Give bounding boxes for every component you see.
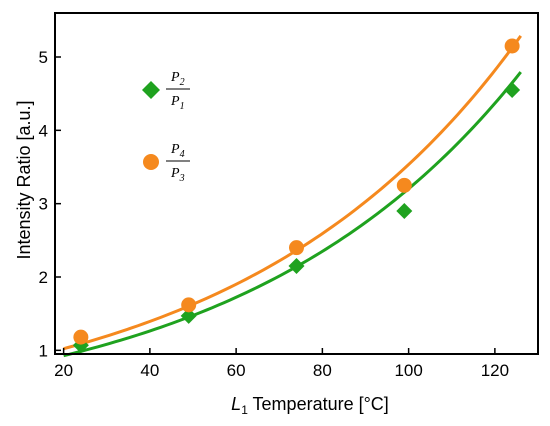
y-tick-label-4: 4 <box>39 121 48 140</box>
point-series-1-4 <box>504 82 521 98</box>
data-points <box>72 38 521 354</box>
point-series-2-1 <box>181 297 197 313</box>
x-tick-label-60: 60 <box>227 361 246 380</box>
y-tick-label-5: 5 <box>39 48 48 67</box>
x-tick-label-40: 40 <box>140 361 159 380</box>
point-series-2-3 <box>396 177 412 193</box>
point-series-2-4 <box>504 38 520 54</box>
legend-numerator: P4 <box>170 142 185 160</box>
legend: P2 P1 P4 P3 <box>142 70 190 184</box>
x-axis-title: L1 Temperature [°C] <box>231 394 389 417</box>
y-tick-label-2: 2 <box>39 268 48 287</box>
fit-curve-series-1 <box>63 71 522 358</box>
point-series-1-1 <box>180 307 197 324</box>
legend-entry-series-2: P4 P3 <box>143 142 190 184</box>
point-series-2-2 <box>289 240 304 256</box>
point-series-1-2 <box>288 258 305 274</box>
x-tick-label-120: 120 <box>481 361 509 380</box>
fit-curve-series-2 <box>63 35 522 351</box>
y-tick-label-3: 3 <box>39 195 48 214</box>
legend-numerator: P2 <box>170 70 185 88</box>
y-axis-title: Intensity Ratio [a.u.] <box>14 100 34 259</box>
x-tick-label-80: 80 <box>313 361 332 380</box>
legend-denominator: P3 <box>170 166 185 184</box>
fit-curves <box>63 35 522 358</box>
legend-marker-circle <box>143 154 159 170</box>
legend-denominator: P1 <box>170 94 185 112</box>
point-series-1-3 <box>396 203 413 219</box>
axes: 20 40 60 80 100 120 1 2 3 4 5 <box>39 12 539 380</box>
point-series-2-0 <box>73 329 89 345</box>
legend-marker-diamond <box>142 81 160 99</box>
x-tick-label-20: 20 <box>54 361 73 380</box>
plot-frame <box>54 12 539 355</box>
legend-entry-series-1: P2 P1 <box>142 70 190 112</box>
x-tick-label-100: 100 <box>394 361 422 380</box>
y-tick-label-1: 1 <box>39 341 48 360</box>
